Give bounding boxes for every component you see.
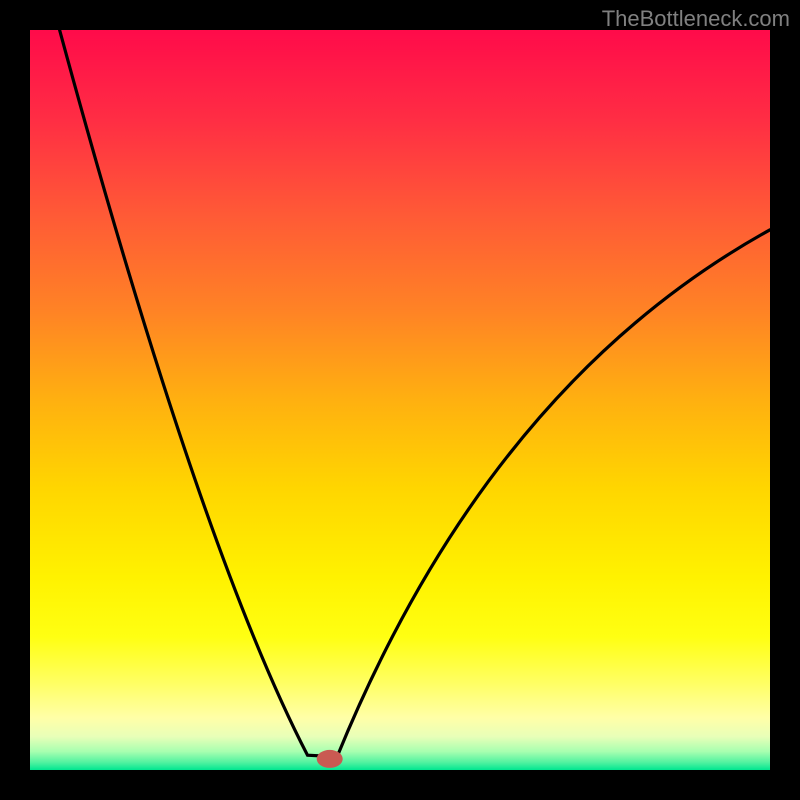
watermark-label: TheBottleneck.com bbox=[602, 6, 790, 32]
minimum-marker bbox=[317, 750, 343, 768]
chart-svg bbox=[0, 0, 800, 800]
plot-background bbox=[30, 30, 770, 770]
chart-stage: TheBottleneck.com bbox=[0, 0, 800, 800]
